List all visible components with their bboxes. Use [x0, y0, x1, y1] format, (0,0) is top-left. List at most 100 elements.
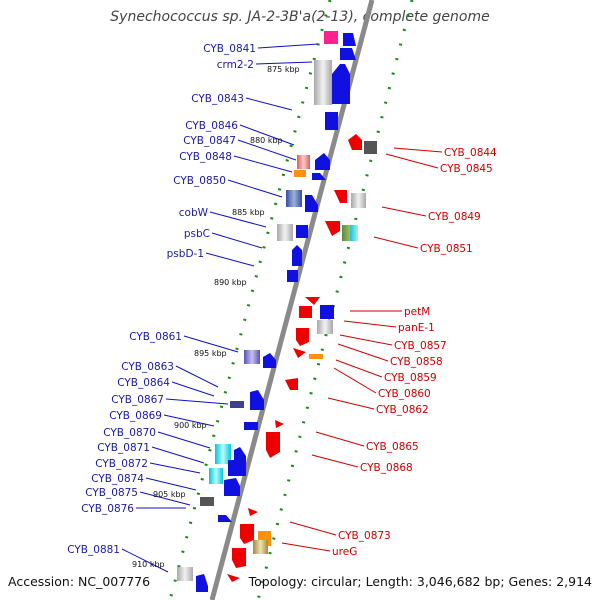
gene-label: CYB_0841	[203, 43, 256, 55]
gene-label: petM	[404, 306, 430, 318]
gene-label: CYB_0868	[360, 462, 413, 474]
forward-strand-genes	[177, 31, 356, 592]
gene-crm2-box	[314, 60, 332, 105]
gene-arrow	[332, 64, 350, 104]
gene-label: CYB_0859	[384, 372, 437, 384]
gene-label: CYB_0861	[129, 331, 182, 343]
gene-label: CYB_0875	[85, 487, 138, 499]
gene-arrow	[234, 447, 246, 462]
gene-arrow	[296, 328, 309, 346]
gene-label: CYB_0847	[183, 135, 236, 147]
gene-arrow	[218, 515, 232, 522]
gene-arrow	[305, 297, 320, 305]
gene-label: CYB_0864	[117, 377, 170, 389]
gene-label: psbC	[184, 228, 210, 240]
gene-label: ureG	[332, 546, 357, 558]
kbp-label: 905 kbp	[153, 490, 186, 499]
gene-label: panE-1	[398, 322, 435, 334]
kbp-label: 895 kbp	[194, 349, 227, 358]
gene-label: cobW	[179, 207, 209, 219]
gene-arrow	[315, 153, 330, 170]
page-title: Synechococcus sp. JA-2-3B'a(2-13), compl…	[110, 9, 490, 25]
gene-ureg-box	[253, 540, 268, 554]
gene-arrow	[196, 574, 208, 592]
gene-label: CYB_0873	[338, 530, 391, 542]
gene-cyb0858-box	[309, 354, 323, 359]
gene-cyb0849-box	[351, 193, 366, 208]
gene-psbc-box	[277, 224, 293, 241]
gene-cyb0870-box	[215, 444, 231, 464]
gene-cyb0851-box	[342, 225, 358, 241]
genome-summary-text: Topology: circular; Length: 3,046,682 bp…	[248, 574, 592, 589]
gene-label: CYB_0850	[173, 175, 226, 187]
gene-label: CYB_0844	[444, 147, 497, 159]
gene-label: CYB_0876	[81, 503, 134, 515]
kbp-label: 890 kbp	[214, 278, 247, 287]
kbp-label: 885 kbp	[232, 208, 265, 217]
gene-arrow	[227, 574, 240, 582]
gene-arrow	[334, 190, 347, 203]
reverse-strand-genes	[227, 134, 377, 582]
gene-arrow	[244, 422, 258, 430]
kbp-label: 900 kbp	[174, 421, 207, 430]
gene-cyb0875-box	[200, 497, 214, 506]
gene-label: CYB_0858	[390, 356, 443, 368]
gene-label: CYB_0871	[97, 442, 150, 454]
gene-label: CYB_0851	[420, 243, 473, 255]
gene-arrow	[266, 432, 280, 458]
gene-arrow	[275, 420, 284, 428]
gene-label: CYB_0867	[111, 394, 164, 406]
gene-cyb0841-box	[324, 31, 338, 44]
gene-cyb0861-box	[244, 350, 260, 364]
gene-arrow	[228, 460, 246, 476]
gene-arrow	[232, 548, 246, 568]
gene-arrow	[248, 508, 258, 516]
kbp-label: 910 kbp	[132, 560, 165, 569]
gene-label: CYB_0863	[121, 361, 174, 373]
gene-arrow	[292, 245, 302, 266]
right-gene-labels: CYB_0844 CYB_0845 CYB_0849 CYB_0851 petM…	[332, 147, 497, 558]
gene-arrow	[224, 478, 240, 496]
gene-arrow	[299, 306, 312, 318]
gene-arrow	[325, 112, 338, 130]
gene-label: CYB_0874	[91, 473, 144, 485]
gene-arrow	[312, 173, 326, 180]
gene-arrow	[325, 221, 340, 236]
gene-arrow	[343, 33, 356, 46]
gene-petm-box	[320, 305, 334, 319]
gene-arrow	[240, 524, 254, 544]
gene-label: CYB_0857	[394, 340, 447, 352]
right-leader-lines	[281, 147, 443, 552]
gene-arrow	[285, 378, 298, 390]
gene-cyb0872-box	[209, 468, 223, 484]
gene-arrow	[263, 353, 276, 368]
gene-cyb0867-box	[230, 401, 244, 408]
left-gene-labels: CYB_0841 crm2-2 CYB_0843 CYB_0846 CYB_08…	[67, 43, 256, 556]
kbp-tick-labels: 875 kbp 880 kbp 885 kbp 890 kbp 895 kbp …	[132, 65, 300, 569]
gene-cyb0848-box	[297, 155, 310, 169]
gene-arrow	[250, 390, 264, 410]
gene-arrow	[293, 348, 306, 358]
kbp-label: 875 kbp	[267, 65, 300, 74]
gene-label: CYB_0872	[95, 458, 148, 470]
gene-cyb0881-box	[177, 567, 193, 581]
gene-arrow	[348, 134, 362, 150]
gene-label: CYB_0860	[378, 388, 431, 400]
gene-label: CYB_0862	[376, 404, 429, 416]
gene-arrow	[340, 48, 356, 60]
gene-cyb0850-box	[286, 190, 302, 207]
gene-arrow	[287, 270, 298, 282]
gene-cyb0848-orange	[294, 170, 306, 177]
gene-pane-box	[317, 320, 333, 334]
gene-label: CYB_0865	[366, 441, 419, 453]
gene-arrow	[296, 225, 308, 238]
gene-label: CYB_0845	[440, 163, 493, 175]
gene-label: CYB_0846	[185, 120, 238, 132]
kbp-label: 880 kbp	[250, 136, 283, 145]
gene-label: crm2-2	[217, 59, 254, 71]
gene-label: CYB_0881	[67, 544, 120, 556]
gene-arrow	[305, 195, 318, 212]
gene-cyb0844-box	[364, 141, 377, 154]
